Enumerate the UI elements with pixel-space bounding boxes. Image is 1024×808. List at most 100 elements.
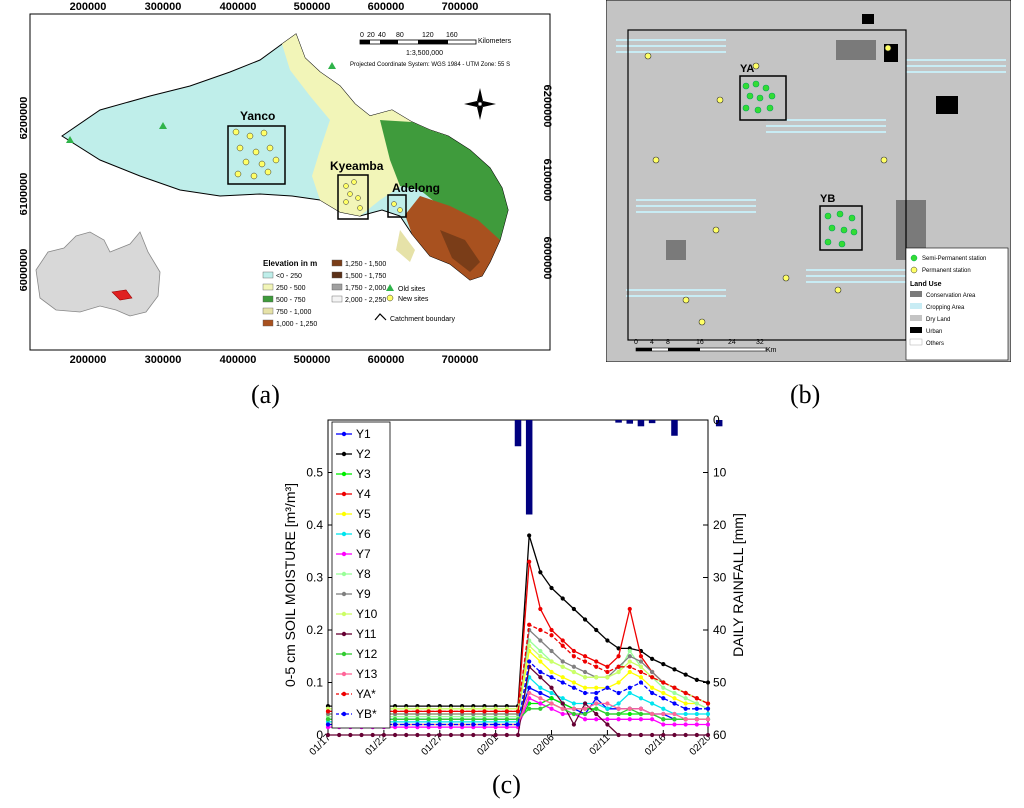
data-point: [594, 717, 599, 722]
new-sites-icon: [386, 294, 394, 302]
map-a-xtick: 400000: [220, 354, 257, 366]
data-point: [582, 711, 588, 717]
data-point: [538, 654, 543, 659]
data-point: [605, 711, 610, 717]
data-point: [672, 732, 677, 738]
data-point: [627, 690, 632, 696]
data-point: [571, 680, 576, 685]
data-point: [571, 664, 576, 669]
old-sites-icon: [386, 284, 394, 291]
ya-box: YA: [739, 63, 787, 121]
data-point: [582, 617, 588, 622]
map-a-x-ticks-top: 200000 300000 400000 500000 600000 70000…: [70, 1, 479, 13]
old-site-marker: [66, 136, 74, 143]
legend-label: Y4: [356, 487, 371, 501]
data-point: [594, 664, 599, 669]
data-point: [538, 685, 543, 690]
data-point: [538, 701, 543, 706]
data-point: [392, 709, 398, 714]
data-point: [683, 701, 688, 706]
map-b: YA YB 0 4 8 16 24 32 Km Semi-Perm: [606, 0, 1011, 362]
rainfall-bar: [671, 420, 678, 436]
svg-text:24: 24: [728, 339, 736, 346]
data-point: [359, 732, 364, 738]
legend-marker: [341, 551, 347, 557]
y2-tick-label: 20: [713, 518, 727, 532]
data-point: [538, 675, 543, 680]
north-arrow-icon: [464, 88, 496, 120]
svg-text:4: 4: [650, 339, 654, 346]
svg-text:Dry Land: Dry Land: [926, 317, 950, 323]
data-point: [504, 709, 509, 714]
data-point: [549, 701, 554, 706]
y2-tick-label: 50: [713, 676, 727, 690]
map-a: 200000 300000 400000 500000 600000 70000…: [20, 1, 553, 366]
y2-tick-label: 0: [713, 413, 720, 427]
svg-text:Cropping Area: Cropping Area: [926, 305, 965, 311]
data-point: [560, 711, 565, 717]
legend-marker: [341, 471, 347, 477]
y2-tick-label: 40: [713, 623, 727, 637]
data-point: [650, 669, 655, 675]
legend-label: Y8: [356, 567, 371, 581]
legend-label: Y13: [356, 667, 378, 681]
data-point: [605, 675, 610, 680]
data-point: [672, 722, 677, 727]
data-point: [705, 680, 711, 685]
data-point: [661, 680, 666, 685]
data-point: [370, 732, 375, 738]
data-point: [471, 722, 476, 727]
y-tick-label: 0.4: [306, 518, 323, 532]
rainfall-bar: [615, 420, 622, 423]
study-area-frame: [627, 29, 907, 341]
data-point: [493, 717, 498, 722]
data-point: [627, 711, 632, 717]
legend-marker: [341, 431, 347, 437]
svg-text:Old sites: Old sites: [398, 286, 426, 293]
data-point: [672, 690, 677, 696]
data-point: [560, 706, 565, 711]
map-a-xtick: 300000: [145, 1, 182, 13]
data-point: [627, 685, 632, 690]
data-point: [683, 732, 688, 738]
data-point: [527, 559, 532, 564]
data-point: [404, 709, 409, 714]
legend-label: Y10: [356, 607, 378, 621]
data-point: [638, 680, 644, 685]
svg-text:Kilometers: Kilometers: [478, 38, 512, 45]
data-point: [538, 690, 543, 696]
data-point: [616, 654, 621, 659]
data-point: [560, 596, 565, 601]
data-point: [694, 706, 699, 711]
legend-label: Y11: [356, 627, 377, 641]
data-point: [437, 709, 442, 714]
map-a-xtick: 600000: [368, 354, 405, 366]
y-tick-label: 0: [316, 728, 323, 742]
kyeamba-box: Kyeamba: [330, 159, 384, 220]
legend-label: YB*: [356, 707, 377, 721]
svg-text:1,500 - 1,750: 1,500 - 1,750: [345, 273, 386, 280]
data-point: [705, 732, 711, 738]
data-point: [694, 677, 699, 682]
data-point: [560, 680, 565, 685]
data-point: [527, 659, 532, 664]
data-point: [538, 606, 543, 612]
legend-label: Y1: [356, 427, 371, 441]
data-point: [549, 648, 554, 654]
svg-text:Catchment boundary: Catchment boundary: [390, 316, 455, 323]
data-point: [426, 717, 431, 722]
y2-tick-label: 60: [713, 728, 727, 742]
data-point: [661, 706, 666, 711]
map-b-legend: Semi-Permanent station Permanent station…: [905, 247, 1009, 361]
data-point: [549, 659, 554, 664]
data-point: [415, 709, 420, 714]
svg-text:1,250 - 1,500: 1,250 - 1,500: [345, 261, 386, 268]
data-point: [650, 675, 655, 680]
y-axis-label: 0-5 cm SOIL MOISTURE [m³/m³]: [282, 483, 298, 687]
data-point: [325, 717, 331, 722]
data-point: [571, 669, 576, 675]
legend-marker: [341, 691, 347, 697]
data-point: [661, 696, 666, 701]
data-point: [594, 627, 599, 633]
map-a-ytick: 6200000: [541, 85, 553, 128]
